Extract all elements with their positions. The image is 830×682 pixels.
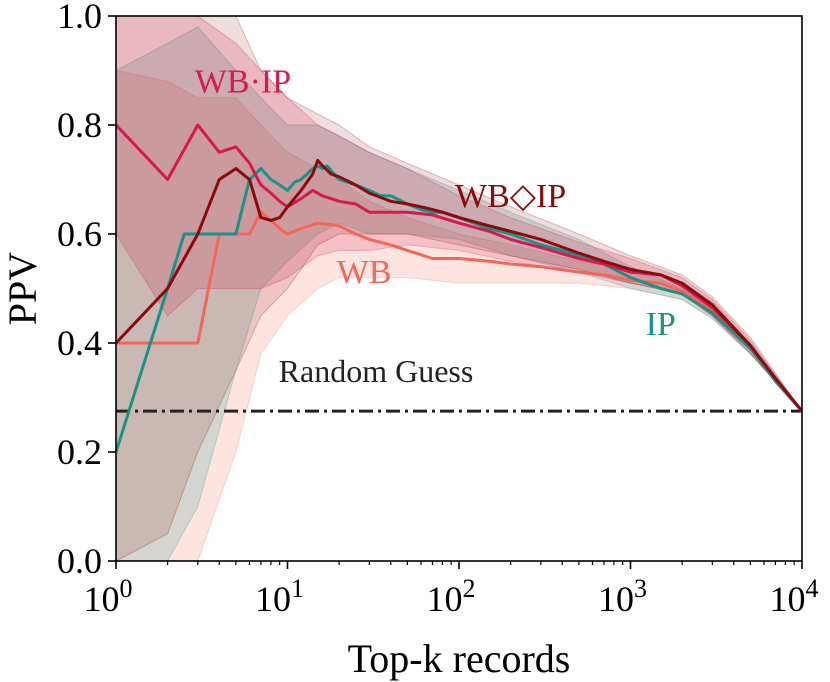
- series-labels: Random Guess WB IP WB·IP WB◇IP: [195, 63, 676, 389]
- line-wb-diamond-ip: [116, 158, 802, 413]
- y-tick-label: 0.6: [57, 214, 102, 254]
- y-tick-label: 0.2: [57, 432, 102, 472]
- line-wb: [116, 210, 802, 413]
- y-tick-label: 0.8: [57, 105, 102, 145]
- random-guess-label: Random Guess: [279, 353, 474, 389]
- x-tick-label: 100: [84, 574, 133, 619]
- y-tick-label: 1.0: [57, 0, 102, 36]
- x-tick-label: 103: [598, 574, 647, 619]
- y-tick-label: 0.4: [57, 323, 102, 363]
- label-ip: IP: [646, 306, 676, 343]
- label-wb-diamond-ip: WB◇IP: [455, 178, 566, 215]
- line-ip: [116, 164, 802, 453]
- y-tick-label: 0.0: [57, 541, 102, 581]
- x-axis-title: Top-k records: [348, 636, 571, 681]
- label-wb-dot-ip: WB·IP: [195, 63, 291, 100]
- y-axis-title: PPV: [0, 252, 45, 325]
- x-tick-label: 102: [427, 574, 476, 619]
- x-tick-label: 104: [770, 574, 819, 619]
- series-lines: [116, 123, 802, 453]
- label-wb: WB: [337, 254, 392, 291]
- axis-ticks: 0.0 0.2 0.4 0.6 0.8 1.0 100 101 102 103 104: [57, 0, 819, 619]
- x-tick-label: 101: [255, 574, 304, 619]
